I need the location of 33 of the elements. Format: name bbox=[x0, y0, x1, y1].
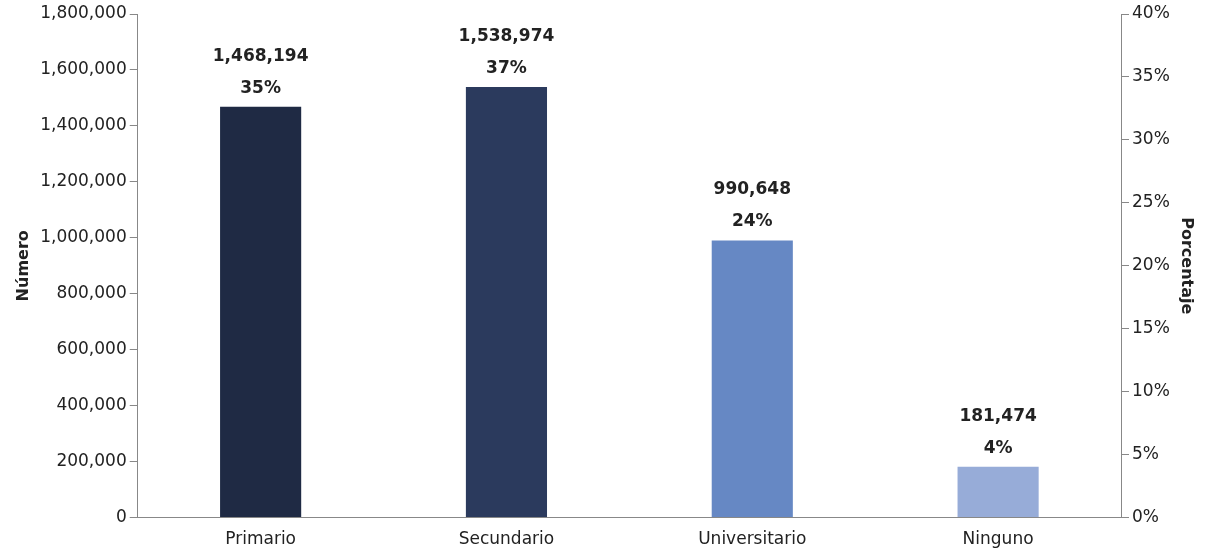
x-tick-label: Universitario bbox=[698, 528, 807, 549]
bar bbox=[465, 87, 548, 518]
y-tick-label: 1,400,000 bbox=[40, 114, 127, 135]
y2-tick-label: 30% bbox=[1132, 128, 1170, 149]
y2-tick-label: 10% bbox=[1132, 380, 1170, 401]
y2-tick-label: 20% bbox=[1132, 254, 1170, 275]
y2-tick-label: 15% bbox=[1132, 317, 1170, 338]
y-tick-label: 1,200,000 bbox=[40, 170, 127, 191]
y-axis-title: Número bbox=[12, 230, 32, 302]
bar bbox=[220, 106, 302, 518]
bar bbox=[711, 240, 793, 518]
y-tick-label: 1,000,000 bbox=[40, 226, 127, 247]
data-label: 181,474 4% bbox=[959, 404, 1037, 457]
bar bbox=[957, 466, 1039, 518]
y-tick-label: 800,000 bbox=[56, 282, 127, 303]
x-tick-label: Primario bbox=[225, 528, 297, 549]
y-tick-label: 600,000 bbox=[56, 338, 127, 359]
y-tick-label: 400,000 bbox=[56, 394, 127, 415]
y-tick-label: 1,600,000 bbox=[40, 58, 127, 79]
y2-axis-title: Porcentaje bbox=[1178, 217, 1198, 315]
x-tick-label: Ninguno bbox=[962, 528, 1034, 549]
data-label: 1,538,974 37% bbox=[458, 25, 555, 78]
y2-tick-label: 5% bbox=[1132, 443, 1159, 464]
y-tick-label: 1,800,000 bbox=[40, 2, 127, 23]
y2-tick-label: 0% bbox=[1132, 506, 1159, 527]
data-label: 1,468,194 35% bbox=[212, 44, 309, 97]
y-tick-label: 0 bbox=[115, 506, 127, 527]
y2-tick-label: 35% bbox=[1132, 65, 1170, 86]
y-tick-label: 200,000 bbox=[56, 450, 127, 471]
y2-tick-label: 25% bbox=[1132, 191, 1170, 212]
x-tick-label: Secundario bbox=[458, 528, 555, 549]
data-label: 990,648 24% bbox=[713, 178, 791, 231]
y2-tick-label: 40% bbox=[1132, 2, 1170, 23]
